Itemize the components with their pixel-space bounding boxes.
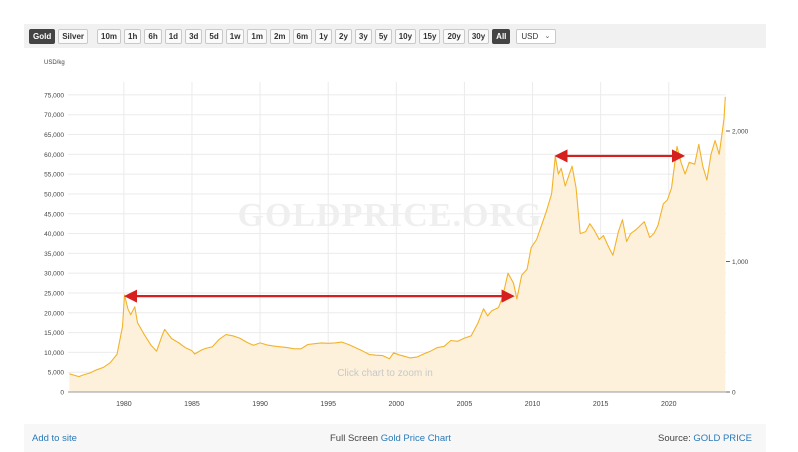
full-screen-prefix: Full Screen (330, 433, 379, 444)
y-tick-label: 20,000 (44, 310, 64, 317)
range-button-6m[interactable]: 6m (292, 28, 313, 44)
y-tick-label: 15,000 (44, 330, 64, 337)
y-tick-label: 50,000 (44, 191, 64, 198)
range-button-10y[interactable]: 10y (394, 28, 417, 44)
range-button-2y[interactable]: 2y (335, 28, 352, 44)
range-button-5d[interactable]: 5d (205, 28, 223, 44)
range-button-5y[interactable]: 5y (374, 28, 392, 44)
y-tick-label: 5,000 (48, 370, 65, 377)
y-tick-label: 0 (60, 390, 64, 397)
y-axis-unit-label: USD/kg (44, 60, 65, 66)
x-tick-label: 1980 (116, 401, 132, 408)
y2-tick-label: 1,000 (732, 259, 749, 266)
chart-toolbar: Gold Silver 10m 1h 6h 1d 3d 5d 1w 1m 2m 6m 1y 2y 3y 5… (24, 24, 766, 48)
chevron-down-icon: ⌄ (544, 32, 551, 40)
currency-value: USD (521, 31, 539, 41)
y-tick-label: 35,000 (44, 251, 64, 258)
x-tick-label: 2005 (457, 401, 473, 408)
x-tick-label: 2010 (525, 401, 541, 408)
x-tick-label: 2000 (389, 401, 405, 408)
x-tick-label: 2015 (593, 401, 609, 408)
x-tick-label: 2020 (661, 401, 677, 408)
y2-tick-label: 2,000 (732, 129, 749, 136)
series-line (69, 96, 726, 378)
y-tick-label: 45,000 (44, 211, 64, 218)
y-tick-label: 65,000 (44, 132, 64, 139)
x-tick-label: 1990 (252, 401, 268, 408)
source-prefix: Source: (658, 433, 691, 444)
y-tick-label: 55,000 (44, 172, 64, 179)
watermark-text: GOLDPRICE.ORG (238, 197, 543, 234)
range-button-6h[interactable]: 6h (144, 28, 162, 44)
source-link[interactable]: GOLD PRICE (693, 433, 752, 444)
range-button-1d[interactable]: 1d (164, 28, 183, 44)
metal-button-gold[interactable]: Gold (29, 28, 56, 44)
range-button-1w[interactable]: 1w (225, 28, 245, 44)
zoom-hint-text: Click chart to zoom in (337, 368, 433, 379)
y-tick-label: 70,000 (44, 112, 64, 119)
chart-footer: Add to site Full Screen Gold Price Chart… (24, 424, 766, 452)
x-tick-label: 1985 (184, 401, 200, 408)
series-area (69, 96, 726, 393)
y-tick-label: 60,000 (44, 152, 64, 159)
full-screen-link[interactable]: Gold Price Chart (380, 433, 451, 444)
range-button-15y[interactable]: 15y (419, 28, 441, 44)
range-button-group: 10m 1h 6h 1d 3d 5d 1w 1m 2m 6m 1y 2y 3y 5y 10y 15y 20y 30… (97, 28, 511, 44)
range-button-3y[interactable]: 3y (354, 28, 372, 44)
range-button-1m[interactable]: 1m (247, 28, 267, 44)
full-screen-text: Full Screen Gold Price Chart (330, 433, 451, 444)
range-button-1y[interactable]: 1y (315, 28, 333, 44)
y-tick-label: 30,000 (44, 271, 64, 278)
range-button-3d[interactable]: 3d (185, 28, 203, 44)
range-button-10m[interactable]: 10m (97, 28, 122, 44)
y-tick-label: 10,000 (44, 350, 64, 357)
currency-select[interactable]: USD ⌄ (516, 28, 557, 44)
range-button-all[interactable]: All (492, 28, 511, 44)
x-tick-label: 1995 (320, 401, 336, 408)
range-button-20y[interactable]: 20y (443, 28, 465, 44)
gold-price-chart[interactable]: 0 5,000 10,000 15,000 20,000 25,000 30,000 35,0… (0, 0, 798, 420)
y2-tick-label: 0 (732, 390, 736, 397)
range-button-30y[interactable]: 30y (467, 28, 490, 44)
range-button-1h[interactable]: 1h (124, 28, 142, 44)
y-tick-label: 25,000 (44, 290, 64, 297)
source-text: Source: GOLD PRICE (658, 433, 752, 444)
add-to-site-link[interactable]: Add to site (32, 433, 77, 444)
range-button-2m[interactable]: 2m (269, 28, 290, 44)
y-tick-label: 40,000 (44, 231, 64, 238)
metal-button-silver[interactable]: Silver (58, 28, 89, 44)
y-tick-label: 75,000 (44, 92, 64, 99)
